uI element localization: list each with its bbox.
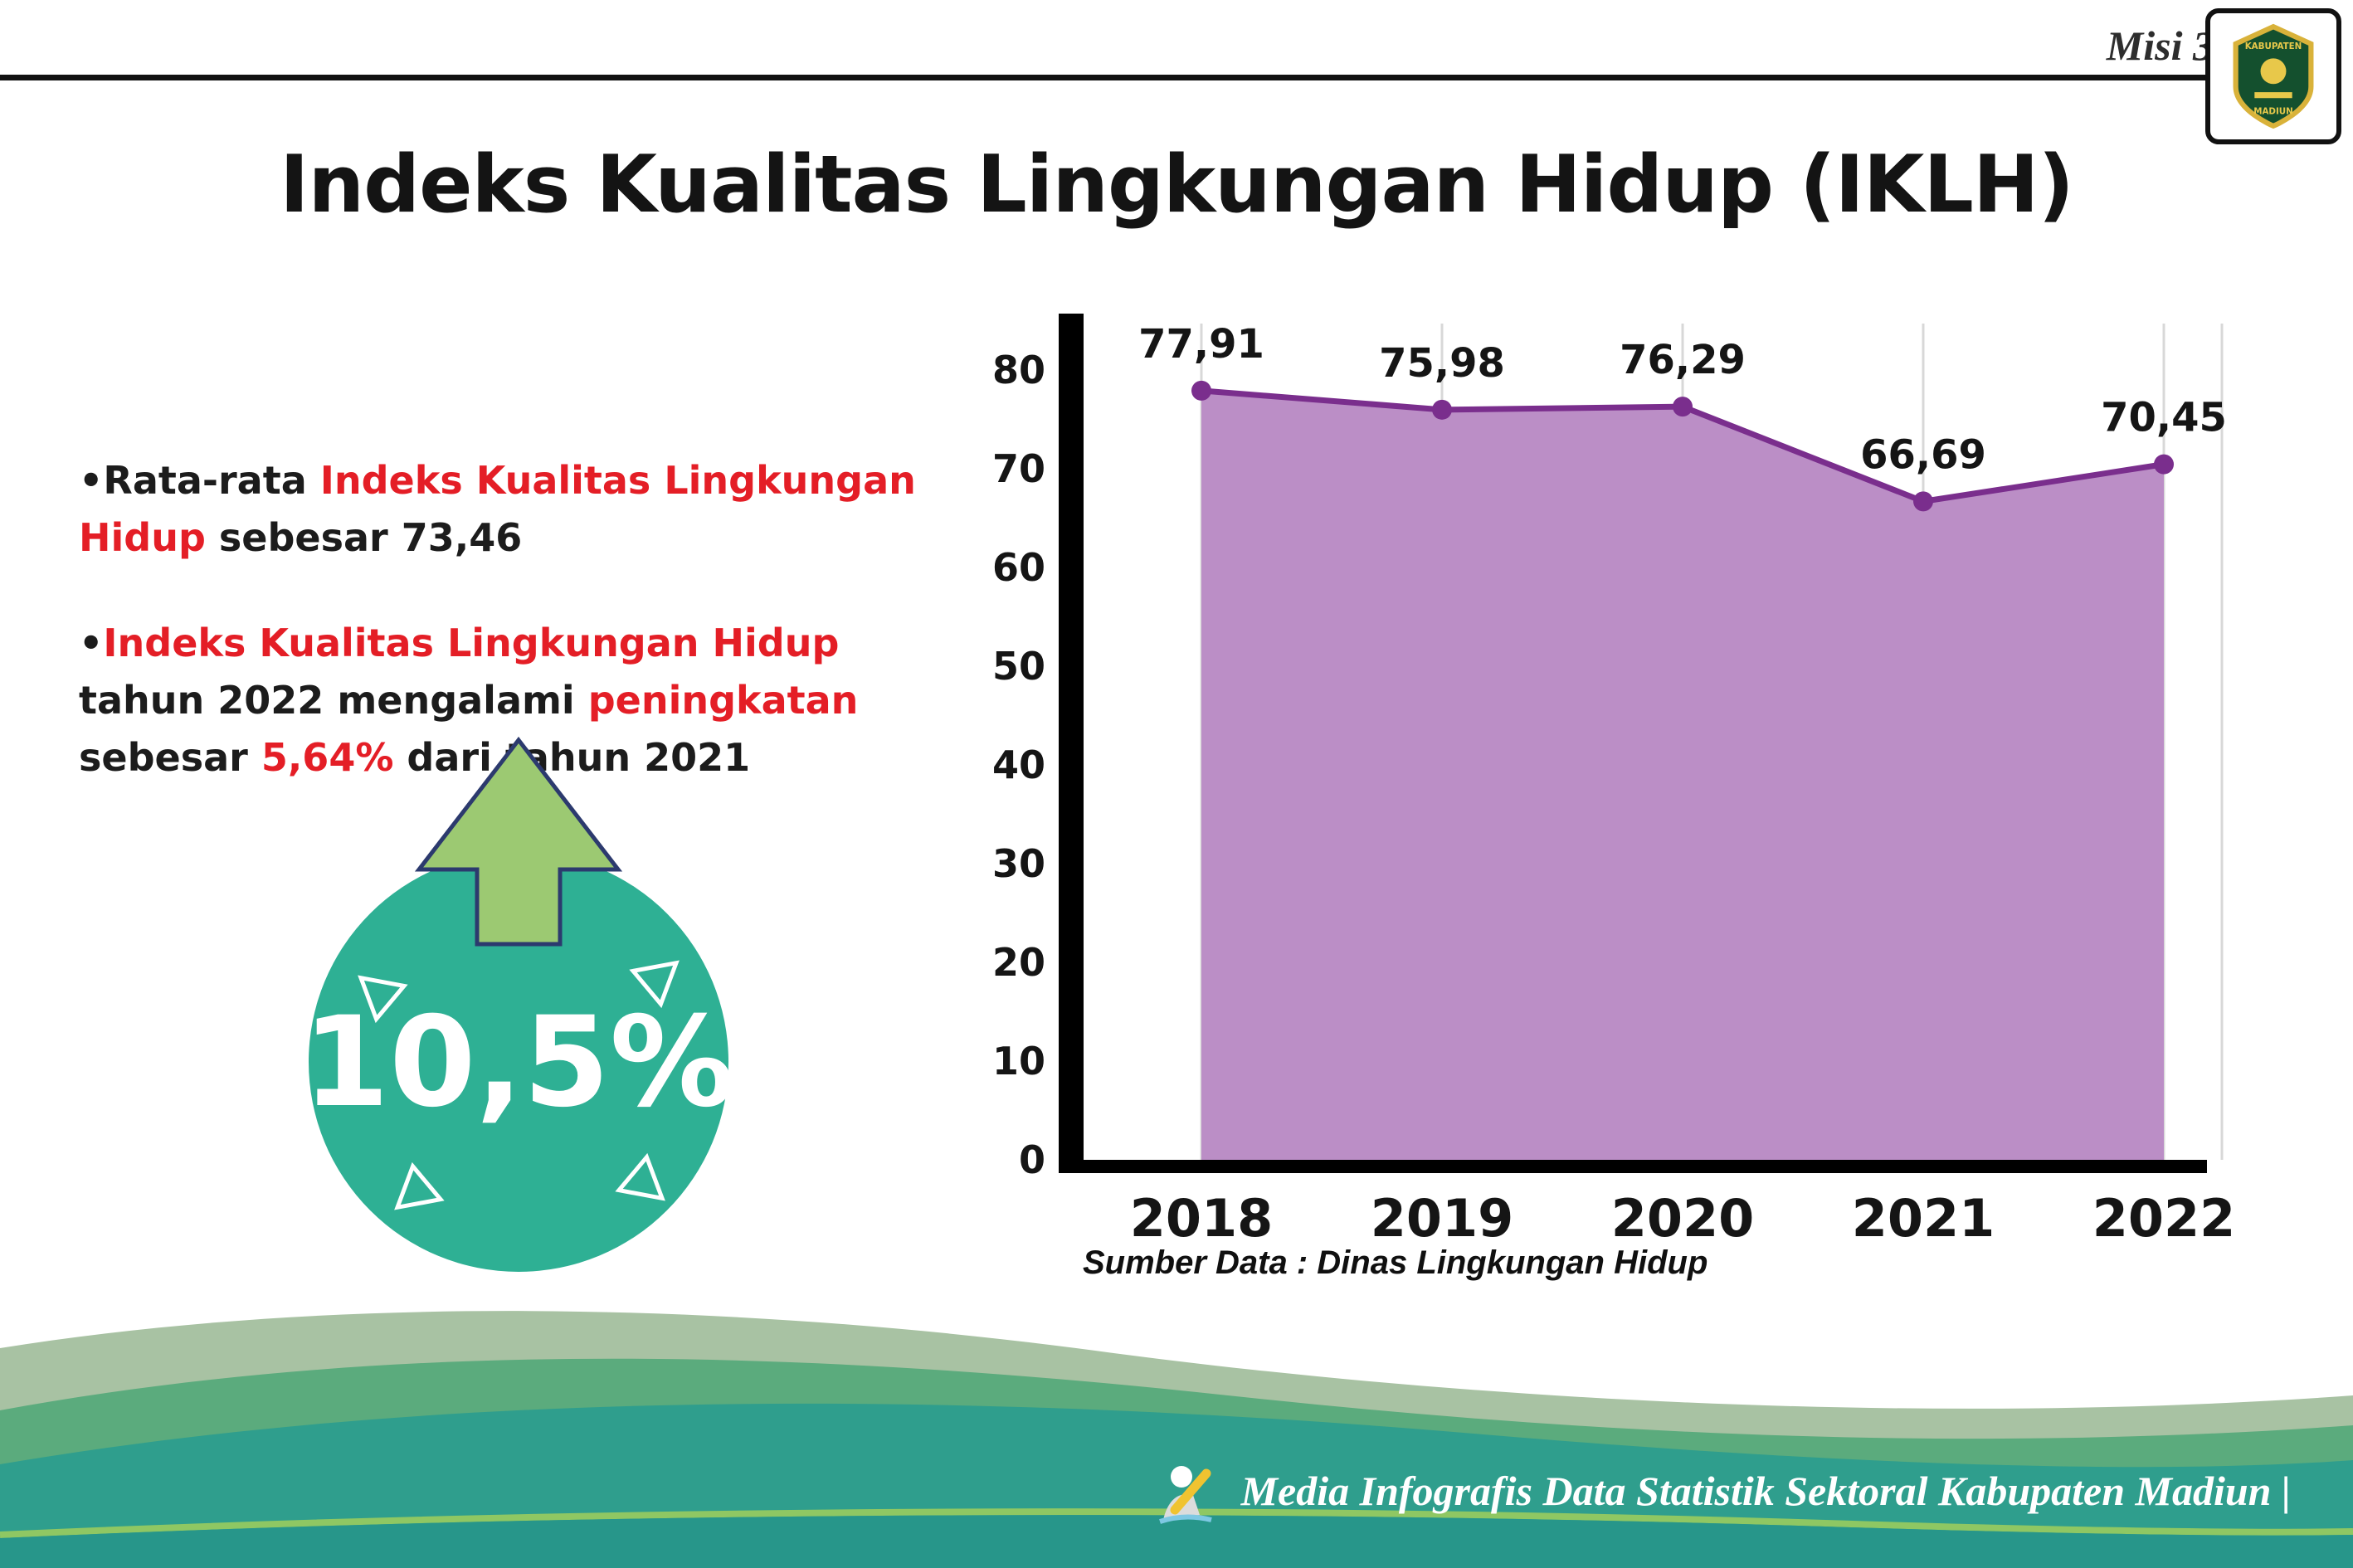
data-point-label: 77,91 (1138, 321, 1264, 368)
x-tick-label: 2022 (2092, 1188, 2236, 1249)
text-segment: •Rata-rata (79, 458, 320, 503)
up-arrow-icon (414, 736, 623, 947)
data-point-label: 70,45 (2101, 395, 2227, 441)
y-tick-label: 0 (1019, 1137, 1045, 1182)
logo-bottom-text: MADIUN (2253, 106, 2293, 116)
sparkle-triangle-icon (629, 960, 680, 1009)
increase-badge-graphic: 10,5% (303, 736, 734, 1272)
y-tick-label: 80 (992, 348, 1045, 392)
chart-area (1201, 390, 2164, 1161)
data-point-label: 66,69 (1860, 431, 1986, 478)
data-point-marker (2154, 454, 2174, 475)
x-axis (1059, 1160, 2207, 1173)
sparkle-triangle-icon (615, 1152, 665, 1201)
footer-credit: Media Infografis Data Statistik Sektoral… (1152, 1455, 2291, 1527)
y-tick-label: 10 (992, 1039, 1045, 1083)
header-divider (0, 75, 2234, 80)
y-tick-label: 20 (992, 940, 1045, 985)
bullet-increase: •Indeks Kualitas Lingkungan Hidup tahun … (79, 615, 975, 786)
x-tick-label: 2019 (1371, 1188, 1514, 1249)
mission-label: Misi 3 (2106, 22, 2214, 69)
iklh-area-chart: 77,91 75,98 76,29 66,69 70,45 0 10 20 30 40 50 60 70… (987, 290, 2248, 1294)
data-point-label: 76,29 (1620, 337, 1746, 383)
sparkle-triangle-icon (358, 975, 408, 1024)
text-segment: dari tahun 2021 (393, 735, 751, 780)
data-point-marker (1673, 397, 1693, 417)
data-point-marker (1191, 380, 1211, 401)
text-segment-highlight: Indeks Kualitas Lingkungan Hidup (103, 621, 840, 665)
sparkle-triangle-icon (394, 1161, 445, 1210)
text-segment: sebesar 73,46 (205, 515, 523, 560)
data-point-marker (1432, 399, 1452, 420)
y-axis (1059, 314, 1084, 1173)
y-tick-label: 50 (992, 644, 1045, 689)
x-tick-label: 2020 (1611, 1188, 1755, 1249)
x-tick-label: 2018 (1130, 1188, 1274, 1249)
text-segment-highlight: peningkatan (587, 678, 859, 723)
writer-icon (1158, 1466, 1212, 1524)
kabupaten-madiun-logo: KABUPATEN MADIUN (2205, 8, 2341, 144)
chart-canvas: 77,91 75,98 76,29 66,69 70,45 0 10 20 30 40 50 60 70… (992, 314, 2236, 1249)
badge-value: 10,5% (303, 991, 734, 1135)
data-point-marker (1913, 491, 1933, 512)
footer-band: Media Infografis Data Statistik Sektoral… (0, 1286, 2353, 1568)
text-segment-highlight: 5,64% (261, 735, 394, 780)
footer-credit-text: Media Infografis Data Statistik Sektoral… (1240, 1468, 2291, 1514)
x-tick-label: 2021 (1852, 1188, 1995, 1249)
key-points: •Rata-rata Indeks Kualitas Lingkungan Hi… (79, 452, 975, 835)
data-point-label: 75,98 (1379, 340, 1505, 387)
data-source-caption: Sumber Data : Dinas Lingkungan Hidup (1083, 1244, 1708, 1281)
crest-icon: KABUPATEN MADIUN (2233, 23, 2314, 129)
y-tick-label: 30 (992, 841, 1045, 886)
y-tick-label: 40 (992, 743, 1045, 787)
text-segment: sebesar (79, 735, 261, 780)
page-title: Indeks Kualitas Lingkungan Hidup (IKLH) (280, 139, 2074, 231)
footer-waves (0, 1311, 2353, 1568)
increase-badge: 10,5% (274, 730, 772, 1303)
y-tick-label: 70 (992, 446, 1045, 491)
text-segment-highlight: Indeks Kualitas Lingkungan Hidup (79, 458, 916, 560)
text-segment: tahun 2022 mengalami (79, 678, 588, 723)
logo-top-text: KABUPATEN (2245, 41, 2302, 51)
y-tick-label: 60 (992, 545, 1045, 590)
bullet-average: •Rata-rata Indeks Kualitas Lingkungan Hi… (79, 452, 975, 567)
text-segment: • (79, 621, 104, 665)
